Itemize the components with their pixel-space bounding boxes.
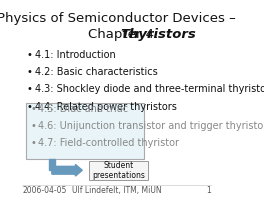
- Text: 4.2: Basic characteristics: 4.2: Basic characteristics: [35, 67, 158, 77]
- Text: •: •: [26, 67, 32, 77]
- Text: 4.4: Related power thyristors: 4.4: Related power thyristors: [35, 102, 177, 112]
- Text: 4.1: Introduction: 4.1: Introduction: [35, 50, 116, 60]
- FancyArrow shape: [52, 164, 82, 176]
- Text: •: •: [26, 50, 32, 60]
- Text: Chapter 4:: Chapter 4:: [88, 28, 163, 41]
- Text: 4.5: Diac and triac: 4.5: Diac and triac: [38, 104, 128, 114]
- Text: Student
presentations: Student presentations: [92, 161, 145, 180]
- Text: •: •: [30, 104, 36, 114]
- Text: Ulf Lindefelt, ITM, MiUN: Ulf Lindefelt, ITM, MiUN: [72, 186, 162, 195]
- Text: 2006-04-05: 2006-04-05: [22, 186, 67, 195]
- FancyArrow shape: [49, 159, 55, 170]
- Text: Physics of Semiconductor Devices –: Physics of Semiconductor Devices –: [0, 12, 236, 26]
- Text: 4.3: Shockley diode and three-terminal thyristor: 4.3: Shockley diode and three-terminal t…: [35, 84, 264, 94]
- Text: •: •: [30, 121, 36, 131]
- FancyBboxPatch shape: [26, 103, 144, 159]
- FancyBboxPatch shape: [89, 161, 148, 180]
- Text: Thyristors: Thyristors: [120, 28, 196, 41]
- Text: 1: 1: [206, 186, 211, 195]
- Text: •: •: [26, 102, 32, 112]
- Text: 4.7: Field-controlled thyristor: 4.7: Field-controlled thyristor: [38, 138, 179, 148]
- Text: •: •: [30, 138, 36, 148]
- Text: •: •: [26, 84, 32, 94]
- Text: 4.6: Unijunction transistor and trigger thyristor: 4.6: Unijunction transistor and trigger …: [38, 121, 264, 131]
